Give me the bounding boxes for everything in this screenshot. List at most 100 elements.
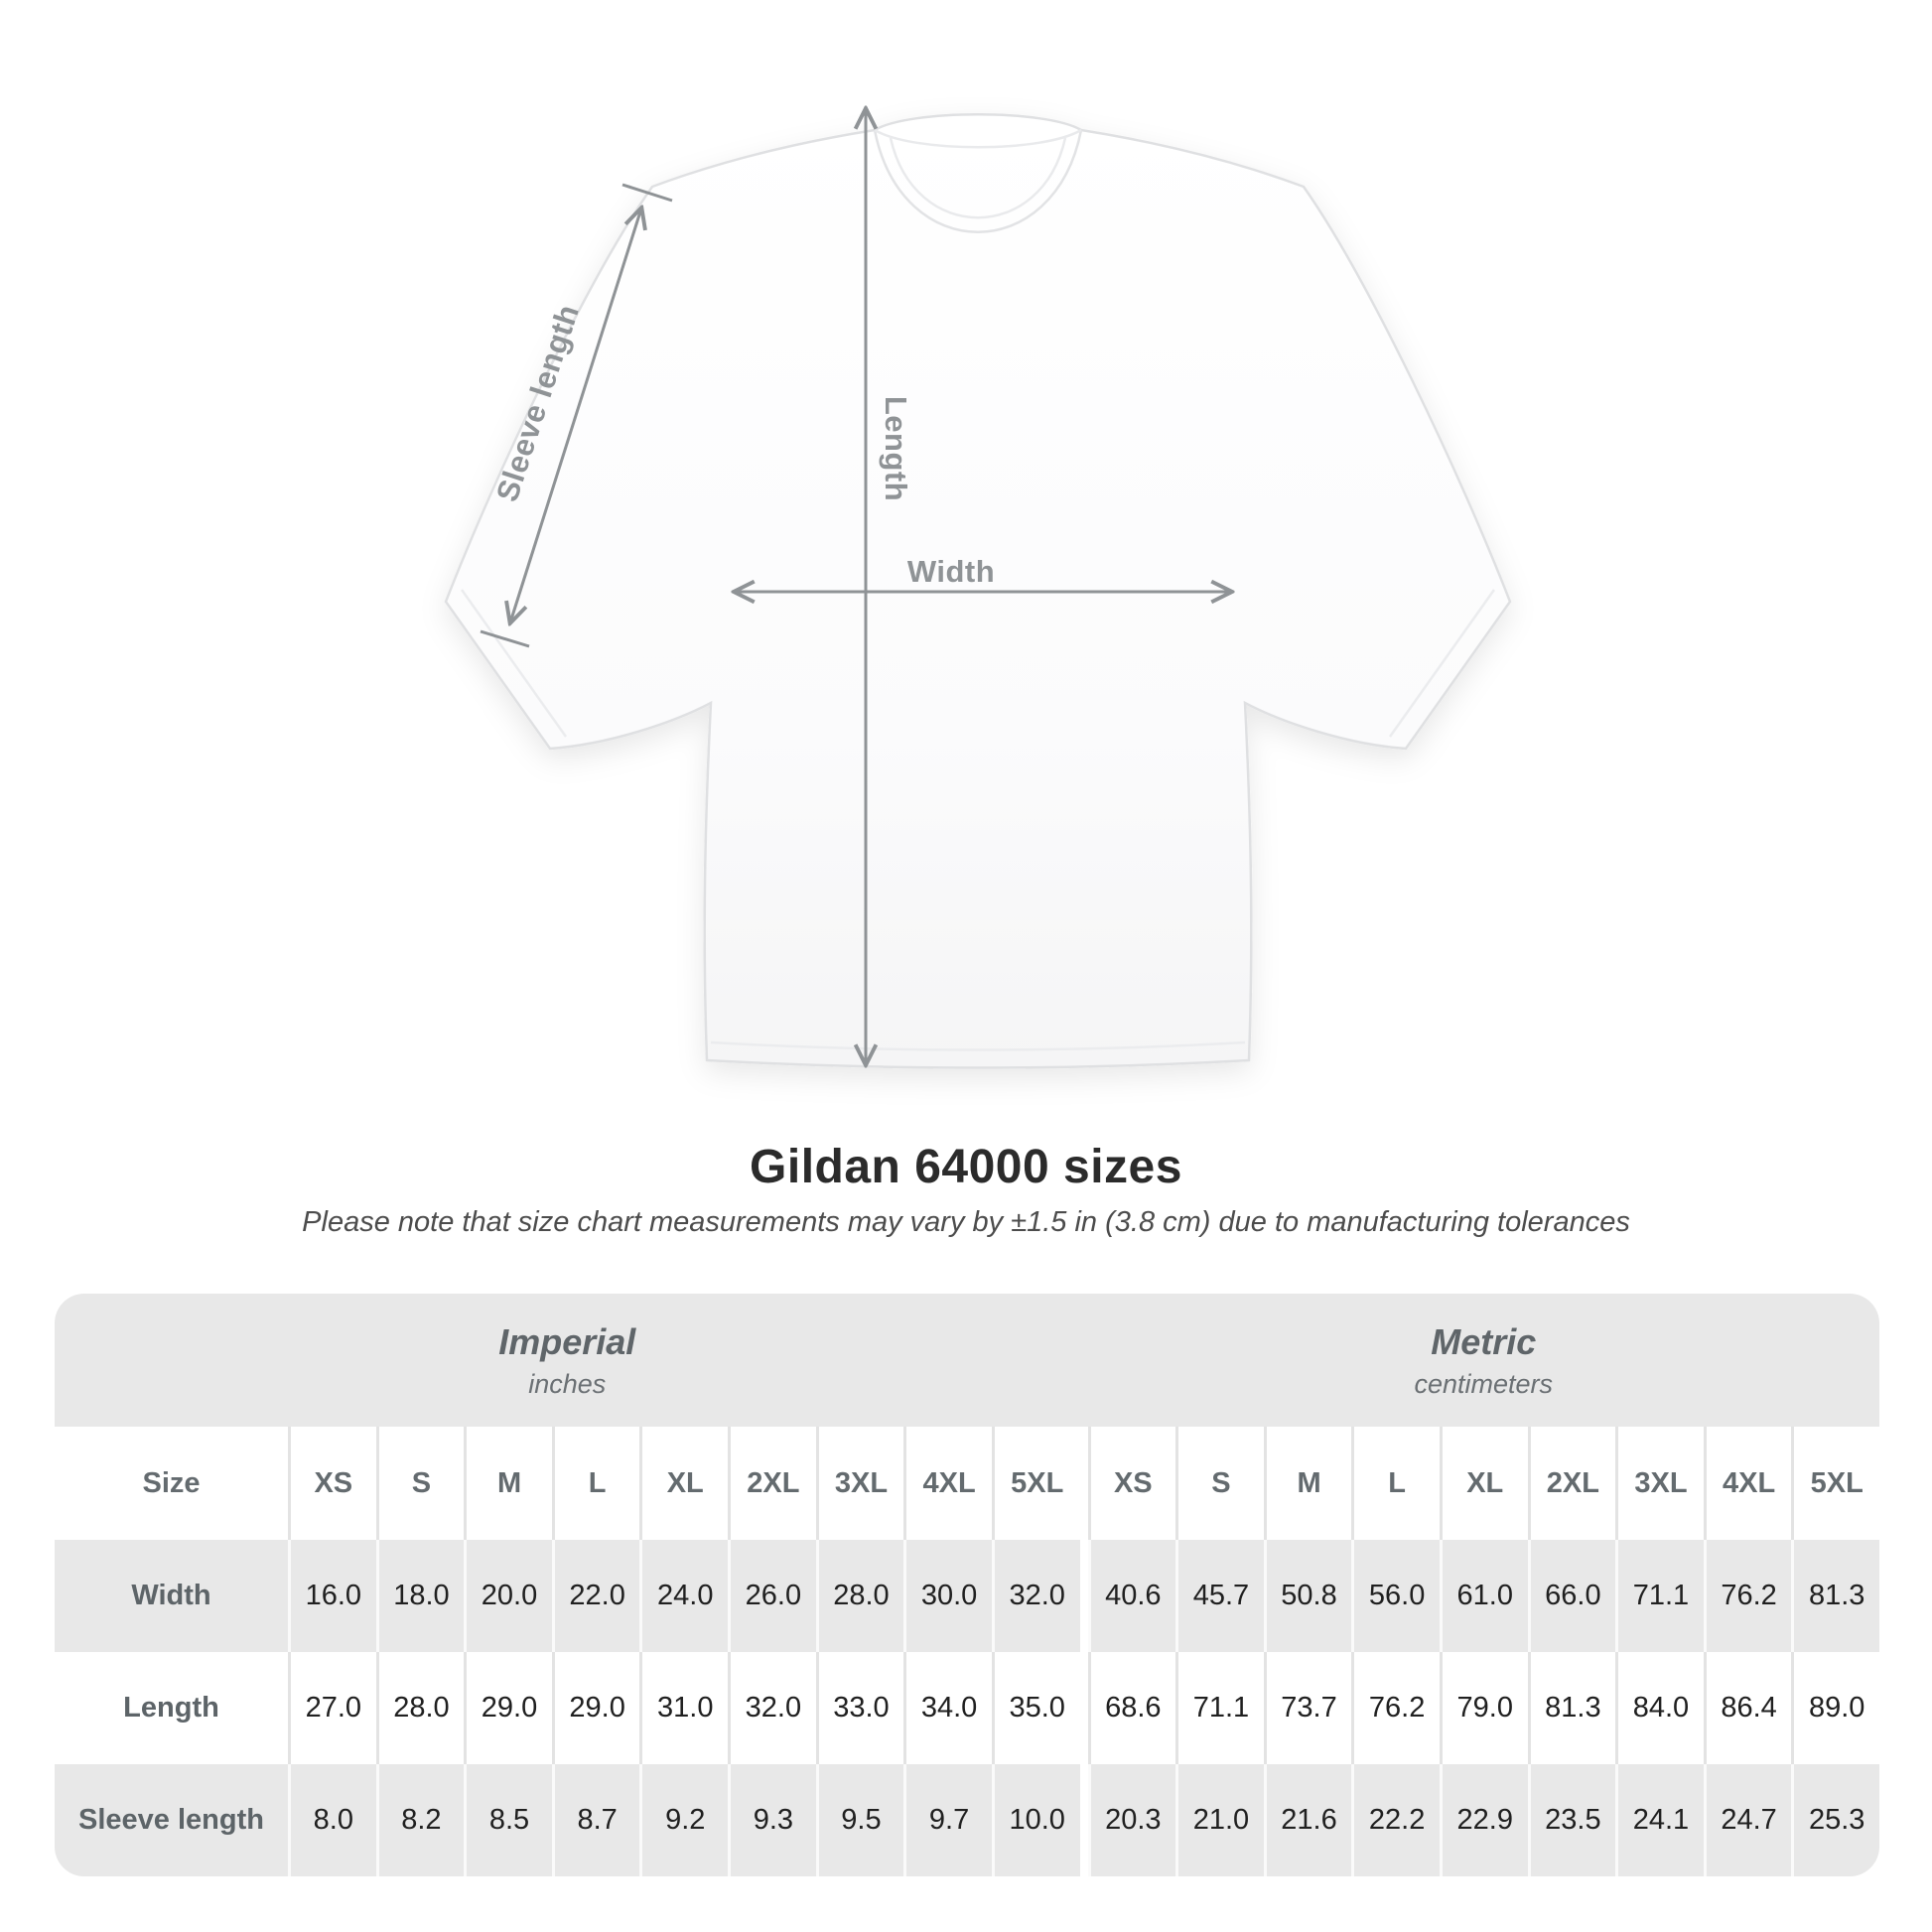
size-header-row: Size XS S M L XL 2XL 3XL 4XL 5XL XS S M L XL 2XL 3XL 4XL… [55, 1427, 1879, 1540]
value-cell: 20.3 [1087, 1764, 1176, 1876]
column-spacer [1079, 1652, 1088, 1764]
column-spacer [1079, 1764, 1088, 1876]
value-cell: 31.0 [639, 1652, 728, 1764]
value-cell: 40.6 [1087, 1540, 1176, 1652]
size-header-cell: 3XL [815, 1427, 904, 1540]
value-cell: 81.3 [1527, 1652, 1616, 1764]
value-cell: 56.0 [1351, 1540, 1440, 1652]
metric-unit: centimeters [1414, 1368, 1554, 1399]
metric-title: Metric [1431, 1320, 1537, 1362]
value-cell: 23.5 [1527, 1764, 1616, 1876]
value-cell: 18.0 [375, 1540, 465, 1652]
value-cell: 79.0 [1439, 1652, 1528, 1764]
value-cell: 89.0 [1791, 1652, 1879, 1764]
size-header-cell: 2XL [1527, 1427, 1616, 1540]
value-cell: 50.8 [1263, 1540, 1352, 1652]
size-table: Imperial inches Metric centimeters Size … [55, 1294, 1879, 1876]
value-cell: 28.0 [815, 1540, 904, 1652]
size-header-cell: L [1351, 1427, 1440, 1540]
row-label-cell: Sleeve length [78, 1804, 264, 1836]
size-header-cell: XL [639, 1427, 728, 1540]
length-label: Length [879, 395, 913, 502]
value-cell: 9.5 [815, 1764, 904, 1876]
value-cell: 9.7 [903, 1764, 992, 1876]
size-header-cell: L [551, 1427, 640, 1540]
value-cell: 9.3 [728, 1764, 816, 1876]
value-cell: 26.0 [728, 1540, 816, 1652]
value-cell: 68.6 [1087, 1652, 1176, 1764]
value-cell: 27.0 [288, 1652, 376, 1764]
row-label-cell: Length [123, 1692, 219, 1724]
imperial-unit: inches [528, 1368, 607, 1399]
value-cell: 32.0 [991, 1540, 1080, 1652]
value-cell: 8.0 [288, 1764, 376, 1876]
column-spacer [1079, 1427, 1088, 1540]
value-cell: 35.0 [991, 1652, 1080, 1764]
size-header-cell: XL [1439, 1427, 1528, 1540]
value-cell: 76.2 [1351, 1652, 1440, 1764]
size-header-cell: 5XL [991, 1427, 1080, 1540]
value-cell: 21.6 [1263, 1764, 1352, 1876]
imperial-title: Imperial [498, 1320, 636, 1362]
value-cell: 8.2 [375, 1764, 465, 1876]
tshirt-graphic [444, 60, 1512, 1069]
size-header-cell: S [375, 1427, 465, 1540]
value-cell: 24.0 [639, 1540, 728, 1652]
value-cell: 32.0 [728, 1652, 816, 1764]
size-header-cell: XS [1087, 1427, 1176, 1540]
value-cell: 61.0 [1439, 1540, 1528, 1652]
value-cell: 22.2 [1351, 1764, 1440, 1876]
value-cell: 66.0 [1527, 1540, 1616, 1652]
sleeve-arrow-cap-bottom [480, 629, 530, 648]
value-cell: 22.9 [1439, 1764, 1528, 1876]
size-header-cell: M [1263, 1427, 1352, 1540]
value-cell: 76.2 [1703, 1540, 1792, 1652]
value-cell: 8.7 [551, 1764, 640, 1876]
value-cell: 86.4 [1703, 1652, 1792, 1764]
value-cell: 22.0 [551, 1540, 640, 1652]
value-cell: 9.2 [639, 1764, 728, 1876]
unit-header-band: Imperial inches Metric centimeters [55, 1294, 1879, 1427]
size-header-cell: S [1175, 1427, 1264, 1540]
size-header-cell: 5XL [1791, 1427, 1879, 1540]
size-header-cell: 4XL [903, 1427, 992, 1540]
value-cell: 30.0 [903, 1540, 992, 1652]
metric-header: Metric centimeters [1088, 1294, 1880, 1427]
size-header-cell: XS [288, 1427, 376, 1540]
value-cell: 21.0 [1175, 1764, 1264, 1876]
width-label: Width [906, 554, 996, 589]
value-cell: 8.5 [464, 1764, 552, 1876]
tolerance-note: Please note that size chart measurements… [302, 1206, 1630, 1238]
sleeve-length-arrow [510, 208, 641, 622]
value-cell: 81.3 [1791, 1540, 1879, 1652]
size-header-cell: M [464, 1427, 552, 1540]
value-cell: 73.7 [1263, 1652, 1352, 1764]
value-cell: 24.7 [1703, 1764, 1792, 1876]
table-row: Width 16.0 18.0 20.0 22.0 24.0 26.0 28.0 30.0 32.… [55, 1540, 1879, 1652]
column-spacer [1079, 1540, 1088, 1652]
size-header-cell: 2XL [728, 1427, 816, 1540]
sleeve-arrow-cap-top [621, 183, 673, 203]
value-cell: 29.0 [464, 1652, 552, 1764]
table-row: Sleeve length 8.0 8.2 8.5 8.7 9.2 9.3 9.5 9.7 10.… [55, 1764, 1879, 1876]
value-cell: 84.0 [1615, 1652, 1704, 1764]
tshirt-diagram: Sleeve length Length Width [0, 60, 1932, 1122]
value-cell: 29.0 [551, 1652, 640, 1764]
page-title: Gildan 64000 sizes [750, 1141, 1182, 1193]
value-cell: 24.1 [1615, 1764, 1704, 1876]
tshirt-collar [873, 128, 1083, 233]
size-header-cell: 3XL [1615, 1427, 1704, 1540]
size-header-cell: 4XL [1703, 1427, 1792, 1540]
table-row: Length 27.0 28.0 29.0 29.0 31.0 32.0 33.0 34.0 35… [55, 1652, 1879, 1764]
value-cell: 16.0 [288, 1540, 376, 1652]
value-cell: 71.1 [1175, 1652, 1264, 1764]
value-cell: 10.0 [991, 1764, 1080, 1876]
imperial-header: Imperial inches [55, 1294, 1080, 1427]
value-cell: 71.1 [1615, 1540, 1704, 1652]
value-cell: 33.0 [815, 1652, 904, 1764]
value-cell: 20.0 [464, 1540, 552, 1652]
table-body: Width 16.0 18.0 20.0 22.0 24.0 26.0 28.0 30.0 32.… [55, 1540, 1879, 1876]
row-label-cell: Width [131, 1580, 211, 1611]
tshirt-hems [460, 589, 1496, 1051]
